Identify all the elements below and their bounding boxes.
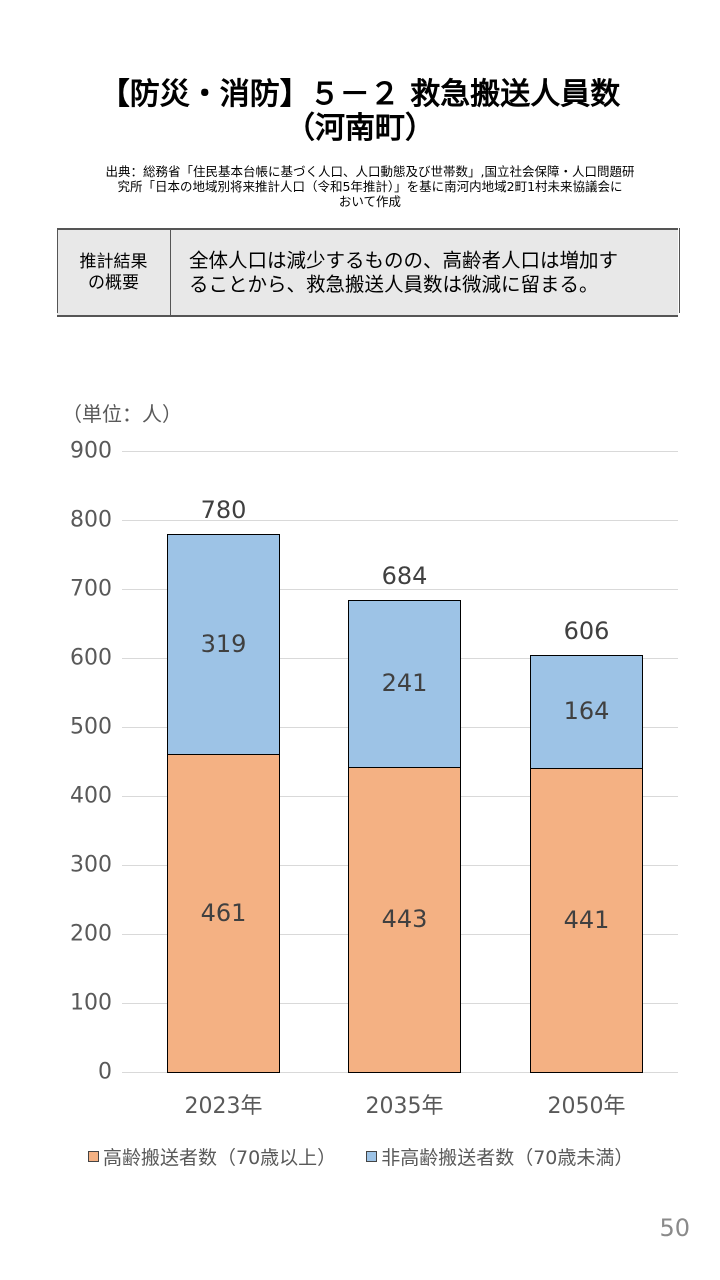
y-tick-label: 500 xyxy=(70,714,112,740)
summary-label-line-1: 推計結果 xyxy=(79,251,148,272)
data-label-elderly: 443 xyxy=(381,905,428,934)
bar-segment-elderly xyxy=(348,766,461,1073)
y-tick-label: 600 xyxy=(70,645,112,671)
y-tick-label: 900 xyxy=(70,438,112,464)
bar-segment-elderly xyxy=(530,767,643,1073)
summary-label-line-2: の概要 xyxy=(88,272,139,293)
data-label-total: 684 xyxy=(381,562,428,591)
legend-swatch-elderly xyxy=(88,1151,99,1162)
data-label-total: 606 xyxy=(563,616,610,645)
data-label-non-elderly: 319 xyxy=(200,629,247,658)
x-category-label: 2050年 xyxy=(547,1094,626,1119)
y-tick-label: 200 xyxy=(70,921,112,947)
legend-item-elderly: 高齢搬送者数（70歳以上） xyxy=(88,1143,336,1170)
summary-text-line-2: ることから、救急搬送人員数は微減に留まる。 xyxy=(189,272,599,296)
y-tick-label: 800 xyxy=(70,507,112,533)
source-citation: 出典：総務省「住民基本台帳に基づく人口、人口動態及び世帯数」,国立社会保障・人口… xyxy=(70,164,670,209)
summary-text-line-1: 全体人口は減少するものの、高齢者人口は増加す xyxy=(189,248,619,272)
gridline xyxy=(122,589,678,590)
gridline xyxy=(122,451,678,452)
legend-label-non-elderly: 非高齢搬送者数（70歳未満） xyxy=(381,1147,634,1169)
title-line-2: （河南町） xyxy=(285,111,435,146)
bar-segment-elderly xyxy=(167,753,280,1073)
y-tick-label: 0 xyxy=(98,1059,112,1085)
source-line-2: 究所「日本の地域別将来推計人口（令和5年推計）」を基に南河内地域2町1村未来協議… xyxy=(117,179,623,194)
summary-box: 推計結果 の概要 全体人口は減少するものの、高齢者人口は増加す ることから、救急… xyxy=(57,228,678,317)
title-line-1: 【防災・消防】５－２ 救急搬送人員数 xyxy=(99,77,621,112)
y-tick-label: 700 xyxy=(70,576,112,602)
y-tick-label: 100 xyxy=(70,990,112,1016)
bar-segment-non-elderly xyxy=(167,533,280,756)
x-category-label: 2035年 xyxy=(365,1094,444,1119)
y-tick-label: 300 xyxy=(70,852,112,878)
legend-item-non-elderly: 非高齢搬送者数（70歳未満） xyxy=(366,1143,633,1170)
unit-label: （単位：人） xyxy=(62,402,182,426)
legend-swatch-non-elderly xyxy=(366,1151,378,1162)
legend-label-elderly: 高齢搬送者数（70歳以上） xyxy=(103,1147,337,1169)
bar-segment-non-elderly xyxy=(530,654,643,770)
page-number: 50 xyxy=(659,1214,690,1242)
page-title: 【防災・消防】５－２ 救急搬送人員数 （河南町） xyxy=(0,78,720,146)
data-label-non-elderly: 241 xyxy=(381,669,428,698)
bar-segment-non-elderly xyxy=(348,600,461,768)
summary-label: 推計結果 の概要 xyxy=(57,230,171,315)
data-label-total: 780 xyxy=(200,495,247,524)
data-label-elderly: 461 xyxy=(200,898,247,927)
gridline xyxy=(122,520,678,521)
y-tick-label: 400 xyxy=(70,783,112,809)
summary-text: 全体人口は減少するものの、高齢者人口は増加す ることから、救急搬送人員数は微減に… xyxy=(171,230,678,315)
source-line-3: おいて作成 xyxy=(338,194,402,209)
source-line-1: 出典：総務省「住民基本台帳に基づく人口、人口動態及び世帯数」,国立社会保障・人口… xyxy=(105,164,635,179)
data-label-elderly: 441 xyxy=(563,905,610,934)
x-category-label: 2023年 xyxy=(184,1094,263,1119)
data-label-non-elderly: 164 xyxy=(563,697,610,726)
chart-legend: 高齢搬送者数（70歳以上） 非高齢搬送者数（70歳未満） xyxy=(88,1143,633,1170)
